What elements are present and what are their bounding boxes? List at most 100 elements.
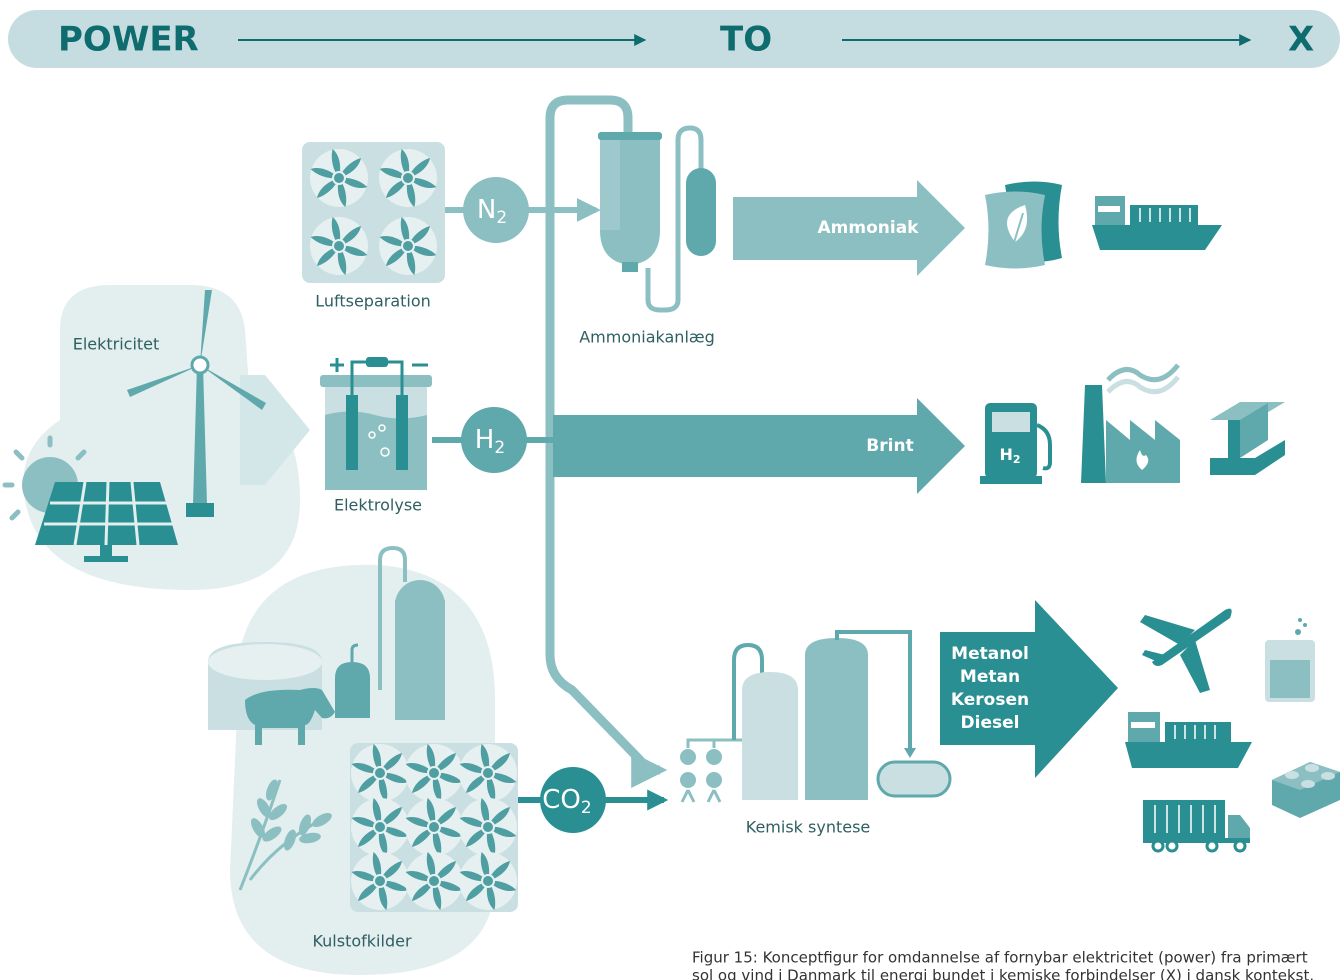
plane-icon-part: [1152, 608, 1232, 666]
pump-icon-part: [1036, 423, 1052, 471]
carbon-capture-unit-part: [458, 850, 518, 912]
air-separation-unit-part: [309, 147, 369, 209]
synthesis-plant-part: [805, 638, 868, 800]
ammonia-label: Ammoniak: [818, 218, 920, 238]
n2-symbol: N: [477, 195, 496, 225]
cow-icon: [245, 688, 335, 745]
factory-icon-part: [1106, 375, 1180, 395]
fuel-label: Metan: [960, 667, 1020, 687]
truck-icon-part-part: [1165, 839, 1179, 853]
ammonia-plant-part: [600, 140, 620, 230]
factory-icon-part: [1081, 385, 1106, 483]
h2-symbol: H: [475, 425, 495, 455]
factory-icon-part: [1106, 420, 1180, 483]
synthesis-plant-part: [876, 760, 952, 798]
h2-sub: 2: [494, 438, 505, 458]
h2-circle: [461, 407, 527, 473]
lego-icon-part: [1285, 771, 1299, 779]
truck-icon-part-part: [1205, 839, 1219, 853]
wind-turbine-part: [127, 365, 200, 397]
beaker-icon: [1265, 618, 1315, 702]
ship-icon: [1125, 712, 1252, 768]
h2-label: H2: [475, 425, 505, 459]
label-carbon-sources: Kulstofkilder: [312, 932, 411, 951]
truck-icon-part-part: [1151, 839, 1165, 853]
solar-panel-part-part: [73, 481, 87, 546]
carbon-capture-unit-part: [404, 850, 464, 912]
factory-icon: [1081, 363, 1180, 483]
wheat-icon: [238, 779, 332, 891]
n2-label: N2: [477, 195, 507, 229]
ship-icon-part: [1092, 225, 1222, 250]
label-electricity: Elektricitet: [73, 335, 160, 354]
beaker-icon-part: [1270, 660, 1310, 698]
electrolysis-unit-part: [320, 375, 432, 387]
hydrogen-arrow: [553, 398, 965, 494]
solar-panel-part-part: [104, 481, 110, 546]
wind-turbine-part: [190, 355, 210, 375]
wind-turbine: [127, 290, 266, 517]
electrolysis-unit-part: [325, 411, 427, 490]
electrolysis-unit-part: [330, 358, 428, 372]
synthesis-plant-part: [732, 642, 764, 740]
ammonia-plant-part: [598, 132, 662, 140]
caption-line: sol og vind i Danmark til energi bundet …: [692, 967, 1314, 980]
plane-icon-part: [1180, 640, 1210, 693]
label-air-separation: Luftseparation: [315, 292, 431, 311]
wheat-icon-part: [299, 832, 321, 844]
pump-label: H2: [999, 445, 1020, 467]
plane-icon: [1140, 608, 1232, 693]
synthesis-plant-part-part: [680, 772, 696, 788]
pump-icon: H2: [980, 403, 1052, 484]
wheat-icon-part: [268, 803, 288, 821]
header-power: POWER: [58, 20, 199, 60]
plane-icon-part: [1140, 615, 1195, 645]
co2-circle: [540, 767, 606, 833]
factory-icon-part: [1136, 450, 1149, 470]
biogas-plant-part: [395, 600, 445, 720]
caption-line: Figur 15: Konceptfigur for omdannelse af…: [692, 949, 1308, 967]
lego-icon-part: [1321, 772, 1335, 780]
synthesis-plant-part: [742, 672, 798, 800]
carbon-capture-unit-part: [350, 742, 410, 804]
air-separation-unit-part: [309, 215, 369, 277]
wheat-icon-part: [283, 829, 297, 851]
wheat-icon-part: [265, 779, 279, 801]
ship-icon-part: [1125, 742, 1252, 768]
wind-turbine-part: [193, 365, 207, 505]
carbon-capture-unit-part: [458, 742, 518, 804]
wind-turbine-part: [200, 365, 266, 410]
wind-turbine-part: [186, 503, 214, 517]
electrolysis-unit: [320, 357, 432, 490]
fuel-label: Kerosen: [951, 690, 1029, 710]
truck-icon: [1143, 800, 1250, 853]
solar-panel-part: [100, 545, 112, 557]
wheat-icon-part: [262, 826, 282, 842]
air-separation-unit: [302, 142, 445, 283]
beaker-icon-part: [1303, 623, 1307, 627]
ammonia-plant-part: [645, 125, 704, 313]
electrolysis-unit-part: [346, 395, 358, 470]
air-separation-unit-part: [378, 215, 438, 277]
fertilizer-icon-part: [1012, 212, 1024, 247]
truck-icon-part: [1228, 815, 1250, 842]
lego-icon-part: [1272, 762, 1340, 790]
pump-icon-part: [980, 476, 1042, 484]
label-electrolysis: Elektrolyse: [334, 496, 422, 515]
steel-beam-icon-part: [1228, 420, 1240, 458]
pipes-part: [545, 440, 668, 788]
plane-icon-part: [1142, 650, 1165, 662]
header-to: TO: [720, 20, 772, 60]
ammonia-plant: [598, 125, 716, 313]
ship-icon-part: [1131, 722, 1155, 728]
synthesis-plant-part-part: [706, 749, 722, 765]
synthesis-plant-part-part: [680, 749, 696, 765]
biogas-plant-part: [350, 643, 359, 662]
label-ammonia-plant: Ammoniakanlæg: [579, 328, 715, 347]
steel-beam-icon-part: [1210, 440, 1285, 475]
co2-label: CO2: [542, 785, 591, 819]
ammonia-arrow: [733, 180, 965, 276]
fuels-arrow: [940, 600, 1118, 778]
electrolysis-unit-part: [378, 424, 386, 432]
